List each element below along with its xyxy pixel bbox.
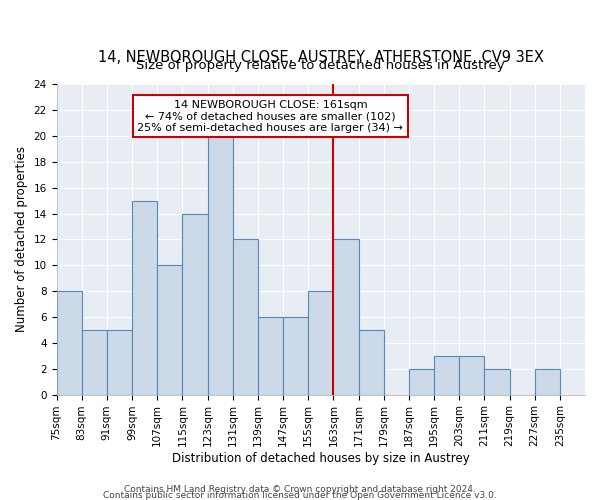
Bar xyxy=(258,317,283,394)
Bar xyxy=(82,330,107,394)
Bar xyxy=(409,368,434,394)
Bar xyxy=(107,330,132,394)
Text: Contains public sector information licensed under the Open Government Licence v3: Contains public sector information licen… xyxy=(103,490,497,500)
Bar xyxy=(132,200,157,394)
Bar xyxy=(434,356,459,395)
Text: 14 NEWBOROUGH CLOSE: 161sqm
← 74% of detached houses are smaller (102)
25% of se: 14 NEWBOROUGH CLOSE: 161sqm ← 74% of det… xyxy=(137,100,403,133)
Bar xyxy=(459,356,484,395)
Y-axis label: Number of detached properties: Number of detached properties xyxy=(15,146,28,332)
Bar xyxy=(308,291,334,395)
Bar xyxy=(157,266,182,394)
Bar xyxy=(233,240,258,394)
Title: 14, NEWBOROUGH CLOSE, AUSTREY, ATHERSTONE, CV9 3EX: 14, NEWBOROUGH CLOSE, AUSTREY, ATHERSTON… xyxy=(98,50,544,65)
X-axis label: Distribution of detached houses by size in Austrey: Distribution of detached houses by size … xyxy=(172,452,470,465)
Text: Contains HM Land Registry data © Crown copyright and database right 2024.: Contains HM Land Registry data © Crown c… xyxy=(124,484,476,494)
Bar xyxy=(56,291,82,395)
Bar xyxy=(283,317,308,394)
Bar xyxy=(182,214,208,394)
Text: Size of property relative to detached houses in Austrey: Size of property relative to detached ho… xyxy=(136,59,505,72)
Bar xyxy=(208,136,233,394)
Bar xyxy=(359,330,383,394)
Bar xyxy=(484,368,509,394)
Bar xyxy=(535,368,560,394)
Bar xyxy=(334,240,359,394)
